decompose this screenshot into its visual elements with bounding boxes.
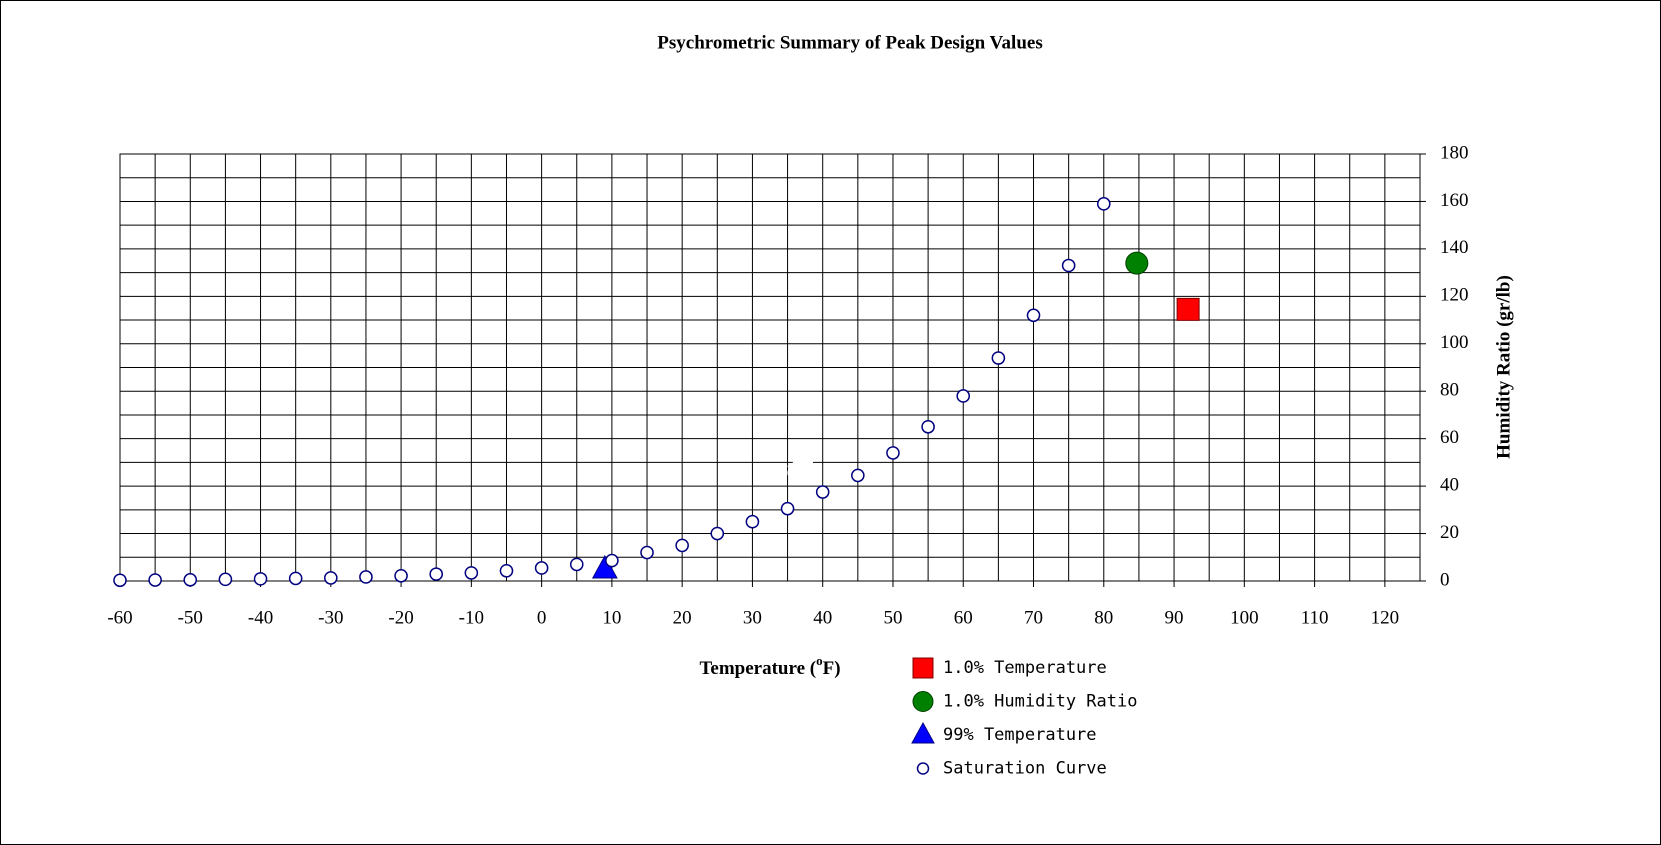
marker-open-circle <box>710 526 725 541</box>
marker-open-circle <box>675 538 689 553</box>
x-tick-label: 10 <box>602 607 621 628</box>
marker-open-circle <box>956 389 971 403</box>
x-tick-label: -30 <box>318 607 343 628</box>
marker-open-circle <box>1096 197 1111 211</box>
x-axis-label-part: F) <box>823 658 841 679</box>
marker-open-circle <box>1026 308 1041 323</box>
legend-label: Saturation Curve <box>943 759 1107 779</box>
marker-open-circle <box>113 573 127 588</box>
x-tick-label: -10 <box>459 607 484 628</box>
marker-open-circle <box>815 485 830 499</box>
marker-open-circle <box>851 468 865 483</box>
x-tick-label: 120 <box>1371 607 1400 628</box>
y-axis-label: Humidity Ratio (gr/lb) <box>1493 275 1514 459</box>
marker-open-circle <box>745 514 760 529</box>
marker-open-circle <box>464 566 479 580</box>
marker-open-circle <box>218 572 233 587</box>
marker-open-circle <box>569 557 584 572</box>
x-axis-label: Temperature (oF) <box>699 653 840 679</box>
x-tick-label: 40 <box>813 607 832 628</box>
marker-circle <box>912 691 934 712</box>
marker-open-circle <box>288 571 303 586</box>
marker-open-circle <box>921 420 935 434</box>
x-tick-label: 30 <box>743 607 762 628</box>
legend-label: 1.0% Humidity Ratio <box>943 692 1137 712</box>
marker-open-circle <box>253 572 268 586</box>
x-tick-label: -40 <box>248 607 273 628</box>
marker-open-circle <box>148 573 162 587</box>
marker-square <box>912 657 934 679</box>
y-tick-label: 0 <box>1440 569 1450 590</box>
y-tick-label: 20 <box>1440 522 1459 543</box>
y-tick-label: 80 <box>1440 380 1459 401</box>
marker-open-circle <box>991 351 1006 365</box>
y-tick-label: 100 <box>1440 332 1469 353</box>
marker-open-circle <box>183 573 198 587</box>
x-tick-label: -60 <box>107 607 132 628</box>
marker-open-circle <box>359 570 373 584</box>
y-tick-label: 180 <box>1440 142 1469 163</box>
marker-open-circle <box>1061 258 1076 273</box>
x-axis-label-part: Temperature ( <box>699 658 816 679</box>
y-tick-label: 160 <box>1440 190 1469 211</box>
marker-open-circle <box>605 553 619 568</box>
marker-open-circle <box>394 568 408 583</box>
x-axis-label-part: o <box>816 653 823 668</box>
marker-open-circle <box>886 446 900 460</box>
x-tick-label: 80 <box>1094 607 1113 628</box>
y-tick-label: 60 <box>1440 427 1459 448</box>
marker-open-circle <box>499 563 514 578</box>
x-tick-label: -20 <box>388 607 413 628</box>
x-tick-label: 110 <box>1301 607 1329 628</box>
y-tick-label: 40 <box>1440 474 1459 495</box>
marker-square <box>1176 297 1200 321</box>
chart-title: Psychrometric Summary of Peak Design Val… <box>657 32 1042 53</box>
x-tick-label: 20 <box>673 607 692 628</box>
marker-open-circle <box>780 501 795 516</box>
x-tick-label: 50 <box>883 607 902 628</box>
x-tick-label: 70 <box>1024 607 1043 628</box>
x-tick-label: 0 <box>537 607 547 628</box>
y-tick-label: 140 <box>1440 237 1469 258</box>
marker-triangle <box>911 721 935 744</box>
x-tick-label: 60 <box>954 607 973 628</box>
x-tick-label: -50 <box>178 607 203 628</box>
marker-open-circle <box>324 571 338 585</box>
marker-open-circle <box>640 545 654 560</box>
y-tick-label: 120 <box>1440 285 1469 306</box>
marker-open-circle <box>429 567 444 581</box>
x-tick-label: 100 <box>1230 607 1259 628</box>
x-tick-label: 90 <box>1165 607 1184 628</box>
marker-open-circle <box>916 762 930 775</box>
marker-circle <box>1125 251 1149 275</box>
legend-label: 1.0% Temperature <box>943 658 1107 678</box>
legend-label: 99% Temperature <box>943 725 1097 745</box>
marker-open-circle <box>534 561 549 575</box>
